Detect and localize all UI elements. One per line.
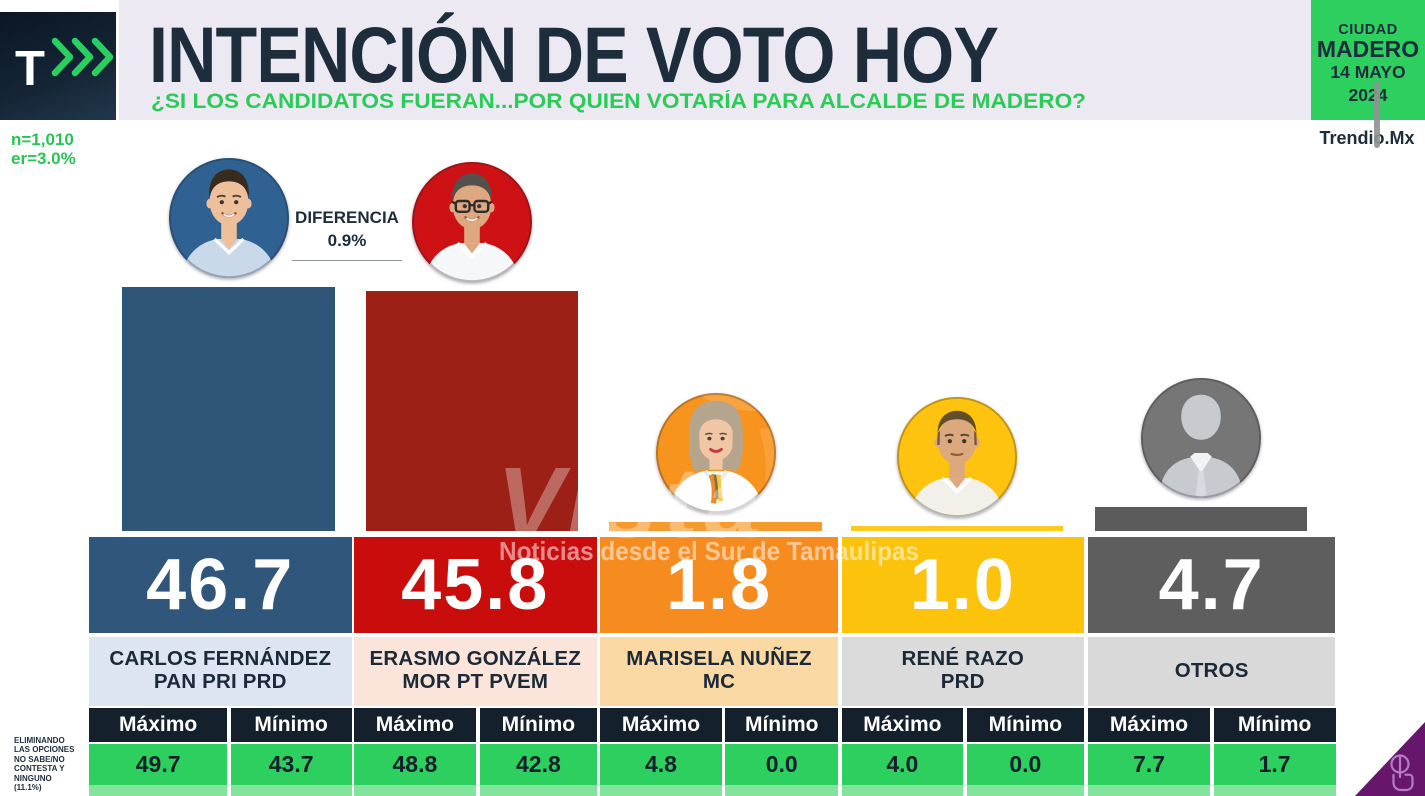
min-value: 43.7 — [230, 743, 352, 796]
min-value: 1.7 — [1213, 743, 1336, 796]
min-header: Mínimo — [966, 708, 1084, 742]
max-header: Máximo — [841, 708, 964, 742]
sample-size: n=1,010 — [11, 130, 74, 149]
max-header: Máximo — [600, 708, 722, 742]
difference-underline — [292, 260, 402, 261]
max-header: Máximo — [89, 708, 228, 742]
location-date-badge: CIUDAD MADERO 14 MAYO 2024 — [1311, 0, 1425, 120]
candidate-name-line2: MOR PT PVEM — [402, 670, 549, 694]
watermark-tagline: Noticias desde el Sur de Tamaulipas — [499, 536, 919, 566]
candidate-name: CARLOS FERNÁNDEZ PAN PRI PRD — [89, 637, 352, 706]
candidate-name-line2: MC — [702, 670, 736, 694]
page-title: INTENCIÓN DE VOTO HOY — [149, 10, 999, 99]
candidate-name-line1: ERASMO GONZÁLEZ — [369, 647, 581, 671]
logo: T — [0, 12, 116, 120]
min-header: Mínimo — [479, 708, 597, 742]
location-city-label: CIUDAD — [1338, 22, 1398, 38]
min-value: 0.0 — [725, 743, 838, 796]
result-value: 46.7 — [89, 536, 352, 633]
difference-label: DIFERENCIA — [295, 208, 399, 227]
max-value: 4.0 — [841, 743, 964, 796]
min-value: 42.8 — [479, 743, 597, 796]
logo-letter: T — [15, 42, 45, 96]
result-value: 1.8 — [600, 536, 838, 633]
max-value: 7.7 — [1087, 743, 1211, 796]
max-value: 4.8 — [600, 743, 722, 796]
candidate-name-line1: CARLOS FERNÁNDEZ — [109, 647, 332, 671]
sample-info: n=1,010 er=3.0% — [11, 130, 76, 168]
candidate-name-line1: RENÉ RAZO — [901, 647, 1025, 671]
candidate-name: MARISELA NUÑEZ MC — [600, 637, 838, 706]
result-bar — [1094, 506, 1308, 532]
result-bar — [122, 286, 335, 532]
candidate-name: RENÉ RAZO PRD — [841, 637, 1084, 706]
min-header: Mínimo — [1213, 708, 1336, 742]
candidate-photo — [1141, 377, 1261, 498]
poll-date-day: 14 MAYO — [1330, 62, 1406, 82]
location-name: MADERO — [1316, 36, 1420, 62]
candidate-name: OTROS — [1087, 637, 1336, 706]
watermark-title: Vista — [497, 447, 768, 559]
candidate-name-line2: PRD — [940, 670, 985, 694]
tap-icon — [1390, 754, 1414, 792]
header-band — [119, 0, 1311, 120]
candidate-photo — [411, 162, 532, 283]
result-bar — [365, 291, 578, 532]
corner-ribbon — [1355, 722, 1425, 796]
result-bar — [609, 521, 822, 532]
result-value: 4.7 — [1087, 536, 1336, 633]
candidate-photo — [168, 157, 289, 278]
min-header: Mínimo — [230, 708, 352, 742]
candidate-name-line1: MARISELA NUÑEZ — [626, 647, 812, 671]
min-header: Mínimo — [725, 708, 838, 742]
max-value: 49.7 — [89, 743, 228, 796]
candidate-name: ERASMO GONZÁLEZ MOR PT PVEM — [353, 637, 597, 706]
result-value: 45.8 — [353, 536, 597, 633]
error-margin: er=3.0% — [11, 149, 76, 169]
candidate-name-line2: PAN PRI PRD — [153, 670, 287, 694]
methodology-footnote: ELIMINANDO LAS OPCIONES NO SABE/NO CONTE… — [14, 736, 75, 793]
scrollbar-thumb[interactable] — [1374, 81, 1380, 148]
min-value: 0.0 — [966, 743, 1084, 796]
max-value: 48.8 — [353, 743, 477, 796]
result-bar — [850, 526, 1064, 532]
result-value: 1.0 — [841, 536, 1084, 633]
difference-annotation: DIFERENCIA 0.9% — [292, 208, 402, 269]
max-header: Máximo — [353, 708, 477, 742]
poll-date-year: 2024 — [1348, 85, 1388, 106]
difference-value: 0.9% — [327, 231, 367, 250]
candidate-photo — [655, 392, 776, 513]
candidate-name-line1: OTROS — [1174, 658, 1249, 682]
page-subtitle: ¿SI LOS CANDIDATOS FUERAN...POR QUIEN VO… — [151, 90, 1086, 113]
source-label: Trendio.Mx — [1319, 128, 1415, 148]
candidate-photo — [897, 397, 1017, 518]
max-header: Máximo — [1087, 708, 1211, 742]
triple-chevron-icon — [51, 37, 114, 77]
